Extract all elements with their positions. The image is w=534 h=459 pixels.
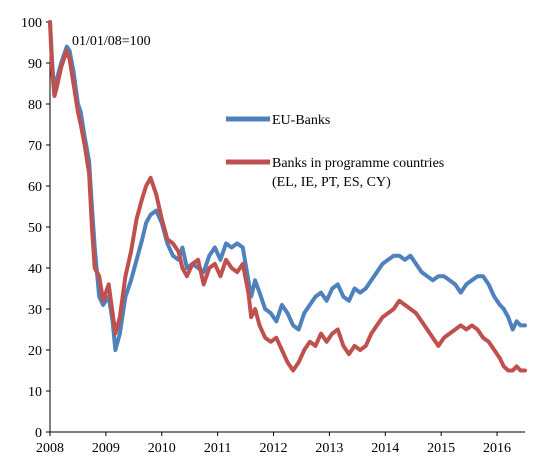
y-tick-label: 60 <box>28 180 42 195</box>
y-tick-label: 0 <box>35 426 42 441</box>
series-layer <box>48 20 527 373</box>
axes <box>49 22 525 433</box>
y-tick-label: 20 <box>28 344 42 359</box>
series-line-eu-banks <box>48 20 527 352</box>
y-tick-label: 100 <box>21 16 42 31</box>
y-axis-ticks: 0 10 20 30 40 50 60 70 80 90 100 <box>21 16 50 441</box>
x-tick-label: 2013 <box>315 441 343 456</box>
legend-label-programme-countries: (EL, IE, PT, ES, CY) <box>272 175 391 190</box>
series-line-programme-banks <box>48 20 527 373</box>
y-tick-label: 10 <box>28 385 42 400</box>
legend-label-programme-banks: Banks in programme countries <box>272 156 444 171</box>
x-tick-label: 2010 <box>148 441 176 456</box>
y-tick-label: 30 <box>28 303 42 318</box>
x-tick-label: 2016 <box>483 441 511 456</box>
legend: EU-Banks Banks in programme countries (EL,… <box>226 113 444 190</box>
x-tick-label: 2014 <box>371 441 399 456</box>
x-tick-label: 2011 <box>204 441 231 456</box>
legend-label-eu-banks: EU-Banks <box>272 113 330 128</box>
index-base-annotation: 01/01/08=100 <box>72 34 151 49</box>
y-tick-label: 90 <box>28 57 42 72</box>
y-tick-label: 70 <box>28 139 42 154</box>
x-tick-label: 2009 <box>92 441 120 456</box>
y-tick-label: 80 <box>28 98 42 113</box>
x-axis-ticks: 2008 2009 2010 2011 2012 2013 2014 2015 2016 <box>36 432 511 456</box>
x-tick-label: 2015 <box>427 441 455 456</box>
y-tick-label: 50 <box>28 221 42 236</box>
x-tick-label: 2008 <box>36 441 64 456</box>
y-tick-label: 40 <box>28 262 42 277</box>
x-tick-label: 2012 <box>260 441 288 456</box>
